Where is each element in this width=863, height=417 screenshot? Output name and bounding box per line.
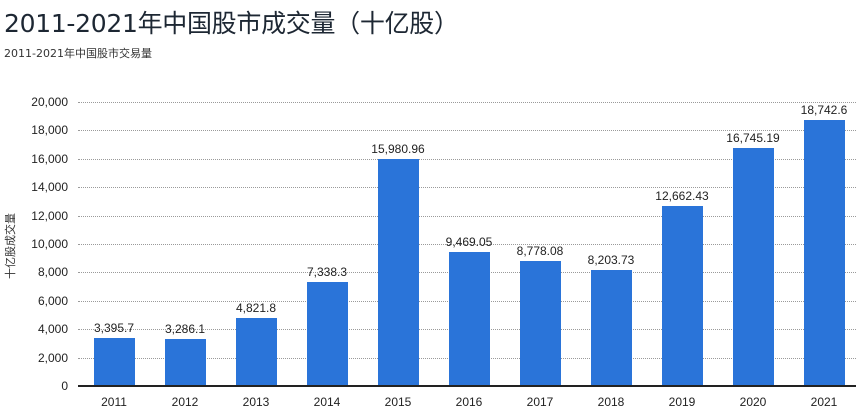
y-tick-label: 10,000 bbox=[31, 237, 68, 251]
gridline bbox=[78, 102, 856, 103]
gridline bbox=[78, 244, 856, 245]
x-tick-label: 2017 bbox=[526, 395, 554, 409]
bar-2020[interactable] bbox=[732, 148, 774, 386]
x-axis-line bbox=[78, 385, 856, 387]
bar-2017[interactable] bbox=[519, 261, 561, 386]
chart-title: 2011-2021年中国股市成交量（十亿股） bbox=[4, 9, 459, 38]
x-tick-label: 2011 bbox=[101, 395, 127, 409]
chart-subtitle: 2011-2021年中国股市交易量 bbox=[4, 47, 152, 60]
x-tick-label: 2014 bbox=[313, 395, 341, 409]
gridline bbox=[78, 158, 856, 160]
y-tick-label: 12,000 bbox=[31, 208, 68, 223]
value-label: 3,395.7 bbox=[93, 320, 135, 335]
x-tick-label: 2021 bbox=[810, 395, 838, 409]
y-tick-label: 14,000 bbox=[31, 180, 68, 195]
bar-2016[interactable] bbox=[448, 251, 490, 386]
value-label: 15,980.96 bbox=[371, 142, 425, 157]
y-tick-label: 0 bbox=[61, 379, 68, 393]
bar-2013[interactable] bbox=[235, 317, 277, 386]
y-tick-label: 18,000 bbox=[31, 123, 68, 138]
value-label: 16,745.19 bbox=[726, 131, 780, 146]
x-tick-label: 2012 bbox=[171, 395, 199, 409]
y-tick-label: 2,000 bbox=[37, 350, 68, 365]
value-label: 4,821.8 bbox=[235, 300, 277, 315]
plot-area: 0 2,000 4,000 6,000 8,000 10,000 12,000 14,000 1… bbox=[31, 95, 856, 393]
value-label: 8,778.08 bbox=[516, 244, 564, 259]
bar-2014[interactable] bbox=[306, 281, 348, 386]
value-label: 8,203.73 bbox=[587, 252, 635, 267]
x-tick-label: 2013 bbox=[242, 395, 270, 409]
y-tick-label: 4,000 bbox=[37, 322, 68, 337]
gridline bbox=[78, 215, 856, 217]
y-axis-label: 十亿股成交量 bbox=[4, 213, 17, 279]
bar-2021[interactable] bbox=[803, 119, 845, 386]
bar-2018[interactable] bbox=[590, 269, 632, 386]
gridline bbox=[78, 130, 856, 132]
value-label: 3,286.1 bbox=[164, 322, 206, 337]
y-tick-label: 8,000 bbox=[37, 265, 68, 280]
gridline bbox=[78, 187, 856, 189]
y-tick-label: 20,000 bbox=[31, 95, 68, 109]
x-tick-label: 2019 bbox=[668, 395, 696, 409]
bar-2019[interactable] bbox=[661, 206, 703, 386]
y-tick-label: 6,000 bbox=[37, 293, 68, 308]
value-label: 7,338.3 bbox=[306, 264, 348, 279]
x-tick-label: 2018 bbox=[597, 395, 625, 409]
bar-2011[interactable] bbox=[93, 337, 135, 386]
x-tick-label: 2020 bbox=[739, 395, 767, 409]
value-label: 12,662.43 bbox=[655, 189, 709, 204]
bar-2015[interactable] bbox=[377, 159, 419, 386]
x-tick-label: 2015 bbox=[384, 395, 412, 409]
x-tick-label: 2016 bbox=[455, 395, 483, 409]
value-label: 18,742.6 bbox=[800, 102, 848, 117]
bar-2012[interactable] bbox=[164, 339, 206, 386]
y-tick-label: 16,000 bbox=[31, 151, 68, 166]
value-label: 9,469.05 bbox=[445, 234, 493, 249]
